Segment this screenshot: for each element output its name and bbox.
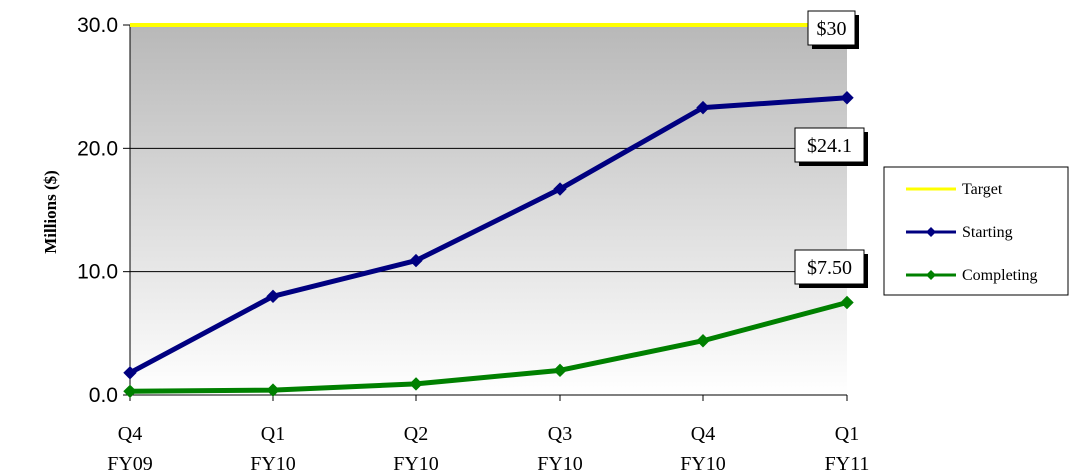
x-tick-label: FY10 <box>393 453 439 475</box>
y-tick-label: 10.0 <box>77 261 118 284</box>
legend: Target Starting Completing <box>883 166 1069 296</box>
legend-label-target: Target <box>962 181 1003 198</box>
legend-label-completing: Completing <box>962 267 1038 284</box>
callout-box <box>794 249 865 285</box>
y-axis-label: Millions ($) <box>41 170 60 254</box>
x-tick-label: Q2 <box>404 423 428 445</box>
callout-label: $7.50 <box>807 257 852 279</box>
series-line-starting <box>128 95 848 376</box>
data-point-starting <box>409 253 423 268</box>
x-tick-label: FY10 <box>680 453 726 475</box>
x-tick-label: Q3 <box>548 423 572 445</box>
axes: 0.0 10.0 20.0 30.0 Q4 FY09 Q1 FY10 Q2 FY10 Q3 FY10 Q… <box>77 14 869 475</box>
x-tick-label: FY11 <box>825 453 870 475</box>
x-tick-label: FY10 <box>537 453 583 475</box>
x-tick-label: FY10 <box>250 453 296 475</box>
data-point-starting <box>696 100 710 115</box>
y-tick-label: 0.0 <box>89 384 118 407</box>
y-tick-label: 30.0 <box>77 14 118 37</box>
y-tick-label: 20.0 <box>77 137 118 160</box>
series-line-completing <box>129 300 848 394</box>
value-callouts: $30 $24.1 $7.50 <box>794 10 868 288</box>
data-point-completing <box>123 384 137 399</box>
data-point-starting <box>266 289 280 304</box>
plot-area <box>130 25 847 395</box>
callout-label: $30 <box>817 18 847 40</box>
legend-marker-starting <box>926 227 936 237</box>
x-tick-label: Q1 <box>835 423 859 445</box>
data-point-completing <box>266 383 280 397</box>
x-tick-label: Q4 <box>691 423 715 445</box>
legend-label-starting: Starting <box>962 224 1013 241</box>
x-tick-label: Q4 <box>118 423 142 445</box>
x-tick-label: Q1 <box>261 423 285 445</box>
callout-label: $24.1 <box>807 135 852 157</box>
callout-target: $30 <box>807 10 859 49</box>
callout-starting: $24.1 <box>794 127 868 166</box>
callout-completing: $7.50 <box>794 249 868 288</box>
x-tick-label: FY09 <box>107 453 153 475</box>
callout-box <box>794 127 865 163</box>
data-point-completing <box>409 377 423 391</box>
series-lines <box>123 23 854 399</box>
legend-item-target: Target <box>906 181 1003 198</box>
data-point-completing <box>840 295 854 310</box>
data-point-completing <box>696 334 710 348</box>
legend-marker-completing <box>926 270 936 280</box>
data-point-starting <box>123 366 137 380</box>
callout-box <box>807 10 856 46</box>
data-point-completing <box>553 363 567 378</box>
data-point-starting <box>840 91 854 105</box>
legend-item-starting: Starting <box>906 224 1013 241</box>
legend-item-completing: Completing <box>906 267 1038 284</box>
data-point-starting <box>553 182 567 196</box>
